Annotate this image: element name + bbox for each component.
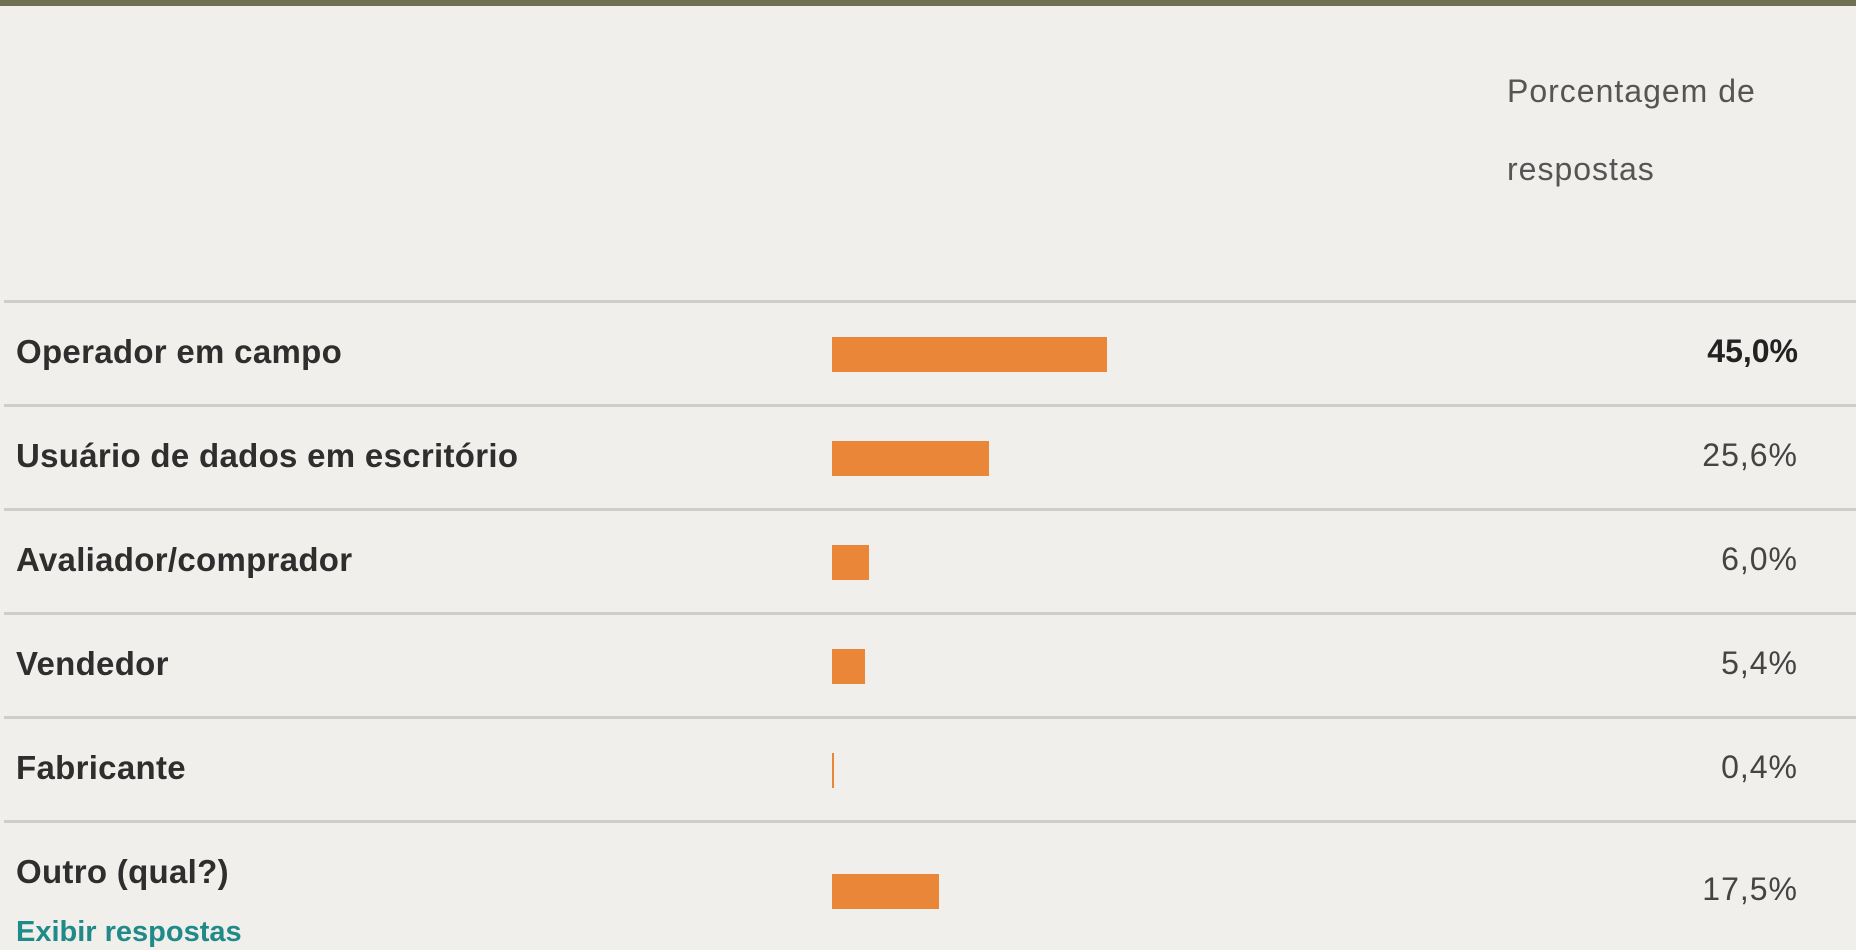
table-row: Avaliador/comprador 6,0% <box>0 511 1856 615</box>
percentage-bar <box>832 874 939 909</box>
percentage-value: 0,4% <box>1721 749 1798 785</box>
table-row: Vendedor 5,4% <box>0 615 1856 719</box>
percentage-value: 5,4% <box>1721 645 1798 681</box>
table-header: Porcentagem de respostas <box>0 6 1856 301</box>
table-row: Outro (qual?) Exibir respostas 17,5% <box>0 823 1856 950</box>
percentage-value: 17,5% <box>1702 871 1798 907</box>
answer-label: Outro (qual?) <box>16 853 229 890</box>
answer-label: Usuário de dados em escritório <box>16 437 519 474</box>
answer-label: Vendedor <box>16 645 169 682</box>
answer-label: Avaliador/comprador <box>16 541 353 578</box>
answer-label: Operador em campo <box>16 333 343 370</box>
row-divider <box>4 612 1856 615</box>
percentage-bar <box>832 337 1107 372</box>
percentage-bar <box>832 545 869 580</box>
table-row: Usuário de dados em escritório 25,6% <box>0 407 1856 511</box>
answer-label: Fabricante <box>16 749 186 786</box>
table-row: Operador em campo 45,0% <box>0 303 1856 407</box>
percentage-value: 45,0% <box>1707 333 1798 369</box>
percentage-value: 25,6% <box>1702 437 1798 473</box>
top-border <box>0 0 1856 6</box>
percentage-bar <box>832 441 989 476</box>
percentage-bar <box>832 753 834 788</box>
row-divider <box>4 404 1856 407</box>
header-divider <box>4 300 1856 303</box>
percentage-value: 6,0% <box>1721 541 1798 577</box>
percentage-bar <box>832 649 865 684</box>
row-divider <box>4 508 1856 511</box>
results-table-body: Operador em campo 45,0% Usuário de dados e… <box>0 303 1856 950</box>
show-responses-link[interactable]: Exibir respostas <box>16 916 242 948</box>
column-header-percentage: Porcentagem de respostas <box>1507 73 1756 187</box>
row-divider <box>4 820 1856 823</box>
row-divider <box>4 716 1856 719</box>
table-row: Fabricante 0,4% <box>0 719 1856 823</box>
